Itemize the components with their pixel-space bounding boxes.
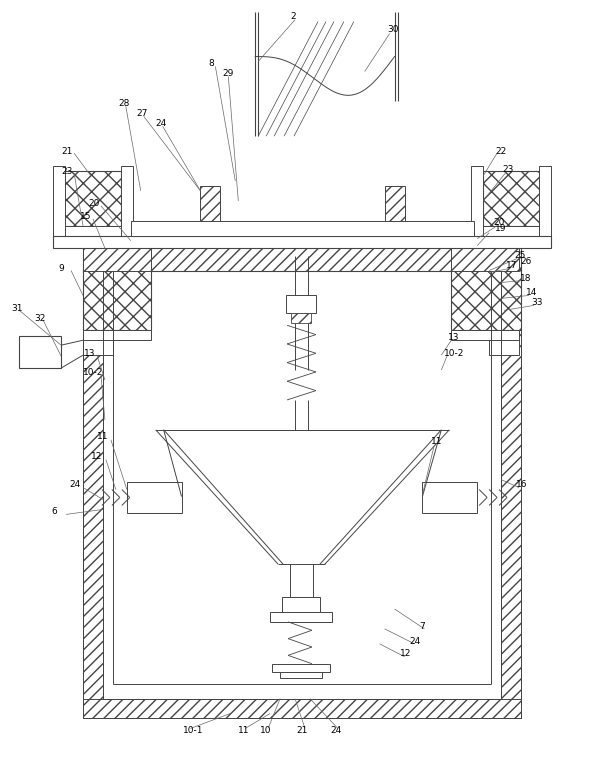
Text: 28: 28 xyxy=(119,99,130,108)
Bar xyxy=(483,171,549,225)
Text: 8: 8 xyxy=(208,59,214,68)
Text: 27: 27 xyxy=(137,109,148,118)
Text: 15: 15 xyxy=(80,212,92,222)
Text: 20: 20 xyxy=(493,218,505,227)
Bar xyxy=(98,223,506,231)
Text: 26: 26 xyxy=(520,257,532,266)
Text: 24: 24 xyxy=(155,119,167,127)
Text: 23: 23 xyxy=(502,164,514,174)
Bar xyxy=(272,664,330,672)
Text: 10-1: 10-1 xyxy=(182,726,203,735)
Bar xyxy=(121,166,133,238)
Bar xyxy=(501,270,521,719)
Text: 24: 24 xyxy=(69,480,80,489)
Text: 19: 19 xyxy=(495,224,506,233)
Text: 6: 6 xyxy=(51,507,57,516)
Bar xyxy=(53,225,126,238)
Bar xyxy=(270,612,332,622)
Text: 22: 22 xyxy=(495,147,506,156)
Bar xyxy=(88,231,516,245)
Bar xyxy=(83,699,521,719)
Text: 32: 32 xyxy=(34,313,46,323)
Bar xyxy=(478,225,551,238)
Text: 21: 21 xyxy=(296,726,307,735)
Text: 14: 14 xyxy=(526,288,538,297)
Text: 9: 9 xyxy=(58,264,64,273)
Text: 11: 11 xyxy=(431,437,443,446)
Text: 25: 25 xyxy=(514,251,526,260)
Bar xyxy=(451,330,519,340)
Text: 7: 7 xyxy=(419,622,425,631)
Text: 12: 12 xyxy=(400,649,411,659)
Text: 16: 16 xyxy=(516,480,527,489)
Bar xyxy=(385,186,404,231)
Text: 29: 29 xyxy=(223,69,234,78)
Bar xyxy=(280,672,322,678)
Bar xyxy=(451,269,521,330)
Text: 11: 11 xyxy=(97,432,109,442)
Text: 10-2: 10-2 xyxy=(83,367,103,377)
Bar xyxy=(103,270,501,699)
Bar xyxy=(19,337,61,368)
Text: 2: 2 xyxy=(290,12,296,21)
Bar xyxy=(83,330,151,340)
Bar xyxy=(291,313,311,323)
Bar xyxy=(53,166,65,238)
Bar xyxy=(422,482,477,513)
Text: 33: 33 xyxy=(531,298,542,307)
Text: 24: 24 xyxy=(330,726,341,735)
Text: 24: 24 xyxy=(409,638,421,646)
Bar xyxy=(83,330,113,355)
Text: 17: 17 xyxy=(506,261,518,270)
Bar xyxy=(53,235,551,248)
Bar xyxy=(200,186,220,231)
Text: 12: 12 xyxy=(91,452,103,461)
Bar xyxy=(471,166,483,238)
Bar xyxy=(282,597,320,612)
Text: 20: 20 xyxy=(88,199,100,208)
Text: 31: 31 xyxy=(11,304,23,313)
Bar xyxy=(451,245,519,270)
Bar xyxy=(83,269,151,330)
Bar xyxy=(131,221,474,235)
Text: 10: 10 xyxy=(260,726,272,735)
Bar xyxy=(83,270,103,719)
Text: 21: 21 xyxy=(61,147,73,156)
Text: 23: 23 xyxy=(61,167,73,175)
Bar xyxy=(56,171,121,225)
Bar xyxy=(83,245,151,270)
Text: 13: 13 xyxy=(448,333,460,342)
Bar xyxy=(539,166,551,238)
Bar xyxy=(127,482,182,513)
Bar xyxy=(83,245,521,270)
Text: 18: 18 xyxy=(520,274,532,283)
Text: 11: 11 xyxy=(238,726,250,735)
Text: 30: 30 xyxy=(388,25,399,34)
Bar xyxy=(286,296,316,313)
Text: 10-2: 10-2 xyxy=(445,349,465,357)
Text: 13: 13 xyxy=(84,349,95,357)
Bar xyxy=(489,330,519,355)
